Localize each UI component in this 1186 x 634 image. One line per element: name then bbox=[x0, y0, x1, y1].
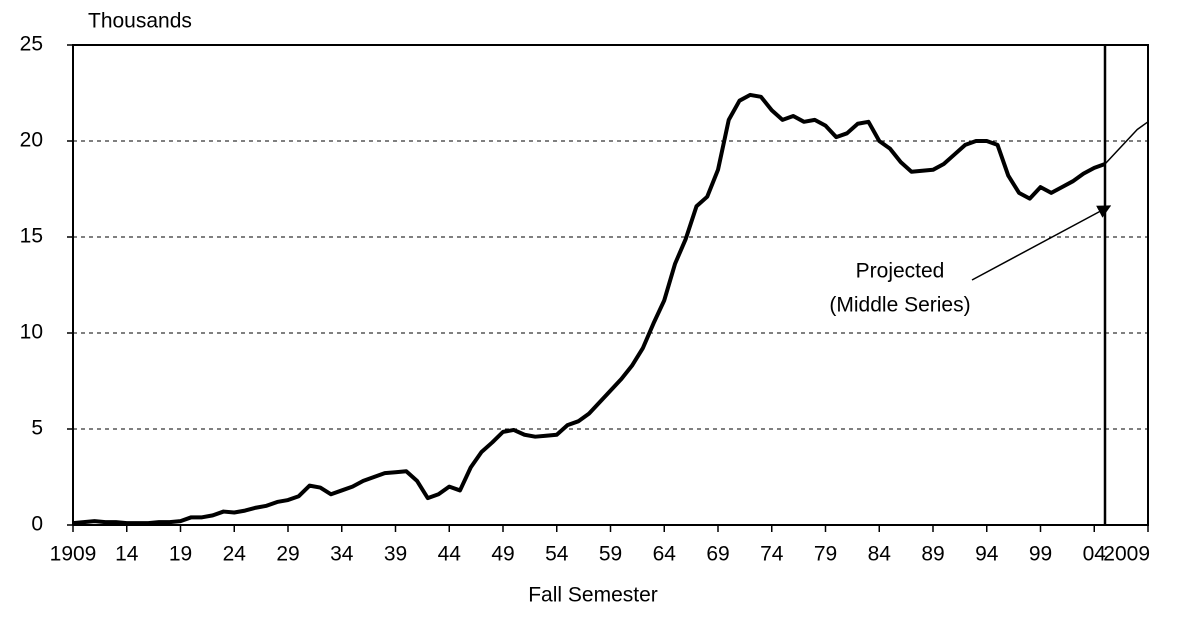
x-tick-label: 39 bbox=[384, 543, 407, 566]
x-tick-label: 64 bbox=[653, 543, 677, 566]
x-tick-label: 59 bbox=[599, 543, 622, 566]
y-axis-label: Thousands bbox=[88, 10, 192, 33]
x-axis-label: Fall Semester bbox=[528, 584, 658, 607]
x-tick-label: 2009 bbox=[1103, 543, 1150, 566]
annotation-arrow bbox=[971, 205, 1112, 281]
x-tick-label: 89 bbox=[921, 543, 944, 566]
x-tick-label: 69 bbox=[706, 543, 729, 566]
x-tick-label: 1909 bbox=[50, 543, 97, 566]
data-line bbox=[1104, 121, 1149, 165]
data-line bbox=[72, 92, 1106, 526]
x-tick-label: 19 bbox=[169, 543, 192, 566]
annotation: Projected bbox=[856, 260, 945, 283]
y-tick-label: 0 bbox=[31, 513, 43, 536]
x-tick-label: 34 bbox=[330, 543, 354, 566]
y-tick-label: 15 bbox=[20, 225, 43, 248]
x-tick-label: 94 bbox=[975, 543, 999, 566]
x-tick-label: 14 bbox=[115, 543, 139, 566]
y-tick-label: 10 bbox=[20, 321, 43, 344]
x-tick-label: 04 bbox=[1083, 543, 1107, 566]
x-tick-label: 74 bbox=[760, 543, 784, 566]
y-tick-label: 20 bbox=[20, 129, 43, 152]
x-tick-label: 99 bbox=[1029, 543, 1052, 566]
x-tick-label: 79 bbox=[814, 543, 837, 566]
x-tick-label: 49 bbox=[491, 543, 514, 566]
plot-frame bbox=[72, 44, 1149, 526]
x-tick-label: 44 bbox=[438, 543, 462, 566]
y-tick-label: 5 bbox=[31, 417, 43, 440]
x-tick-label: 24 bbox=[223, 543, 247, 566]
annotation: (Middle Series) bbox=[829, 294, 970, 317]
x-tick-label: 29 bbox=[276, 543, 299, 566]
y-tick-label: 25 bbox=[20, 33, 43, 56]
x-tick-label: 84 bbox=[868, 543, 892, 566]
x-tick-label: 54 bbox=[545, 543, 569, 566]
